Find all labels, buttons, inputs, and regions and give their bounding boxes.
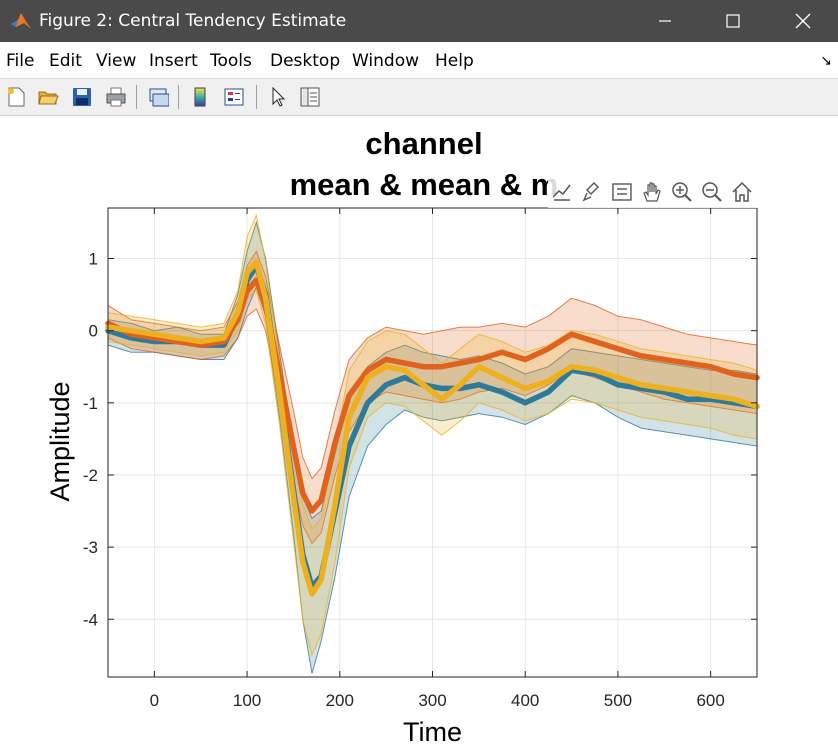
- dock-arrow-icon[interactable]: ↘: [820, 52, 832, 68]
- pan-button[interactable]: [638, 178, 666, 206]
- chart-title-line-2: mean & mean & m: [289, 167, 559, 202]
- legend-toggle-button[interactable]: [608, 178, 636, 206]
- new-figure-button[interactable]: [2, 83, 30, 111]
- menu-insert[interactable]: Insert: [149, 51, 198, 71]
- save-icon: [73, 88, 91, 106]
- open-file-icon: [38, 91, 59, 105]
- menu-help[interactable]: Help: [435, 51, 474, 71]
- menu-bar: File Edit View Insert Tools Desktop Wind…: [0, 42, 838, 79]
- pointer-icon: [272, 86, 286, 107]
- brush-button[interactable]: [578, 178, 606, 206]
- toolbar-separator: [136, 85, 137, 109]
- close-icon: [795, 13, 811, 29]
- menu-edit[interactable]: Edit: [49, 51, 82, 71]
- pan-icon: [643, 182, 661, 202]
- pointer-button[interactable]: [264, 83, 292, 111]
- axes-toolbar: [548, 176, 760, 208]
- property-editor-icon: [300, 87, 320, 107]
- link-plot-icon: [149, 88, 169, 107]
- menu-tools[interactable]: Tools: [210, 51, 252, 71]
- home-button[interactable]: [728, 178, 756, 206]
- zoom-out-icon: [702, 182, 722, 202]
- legend-icon: [224, 88, 244, 106]
- zoom-in-button[interactable]: [668, 178, 696, 206]
- print-icon: [106, 87, 126, 107]
- window-title: Figure 2: Central Tendency Estimate: [39, 11, 347, 31]
- new-figure-icon: [8, 87, 25, 107]
- link-plot-button[interactable]: [144, 83, 172, 111]
- close-button[interactable]: [780, 0, 826, 42]
- brush-icon: [582, 182, 599, 202]
- open-file-button[interactable]: [34, 83, 62, 111]
- print-button[interactable]: [102, 83, 130, 111]
- colorbar-button[interactable]: [186, 83, 214, 111]
- legend-toggle-icon: [612, 183, 632, 201]
- home-icon: [732, 181, 752, 202]
- minimize-button[interactable]: [642, 0, 688, 42]
- property-editor-button[interactable]: [296, 83, 324, 111]
- figure-toolbar: [0, 79, 838, 116]
- data-tips-icon: [552, 184, 571, 201]
- menu-window[interactable]: Window: [352, 51, 420, 71]
- save-button[interactable]: [68, 83, 96, 111]
- maximize-icon: [726, 14, 740, 28]
- toolbar-separator: [256, 85, 257, 109]
- title-bar: Figure 2: Central Tendency Estimate: [0, 0, 838, 42]
- zoom-in-icon: [672, 182, 692, 202]
- chart-title-line-1: channel: [365, 126, 483, 161]
- zoom-out-button[interactable]: [698, 178, 726, 206]
- maximize-button[interactable]: [710, 0, 756, 42]
- menu-desktop[interactable]: Desktop: [270, 51, 341, 71]
- matlab-logo-icon: [11, 13, 31, 29]
- menu-view[interactable]: View: [96, 51, 137, 71]
- toolbar-separator: [178, 85, 179, 109]
- legend-button[interactable]: [220, 83, 248, 111]
- figure-canvas: [0, 116, 838, 747]
- menu-file[interactable]: File: [6, 51, 35, 71]
- data-tips-button[interactable]: [548, 178, 576, 206]
- minimize-icon: [659, 20, 671, 22]
- colorbar-icon: [194, 87, 206, 107]
